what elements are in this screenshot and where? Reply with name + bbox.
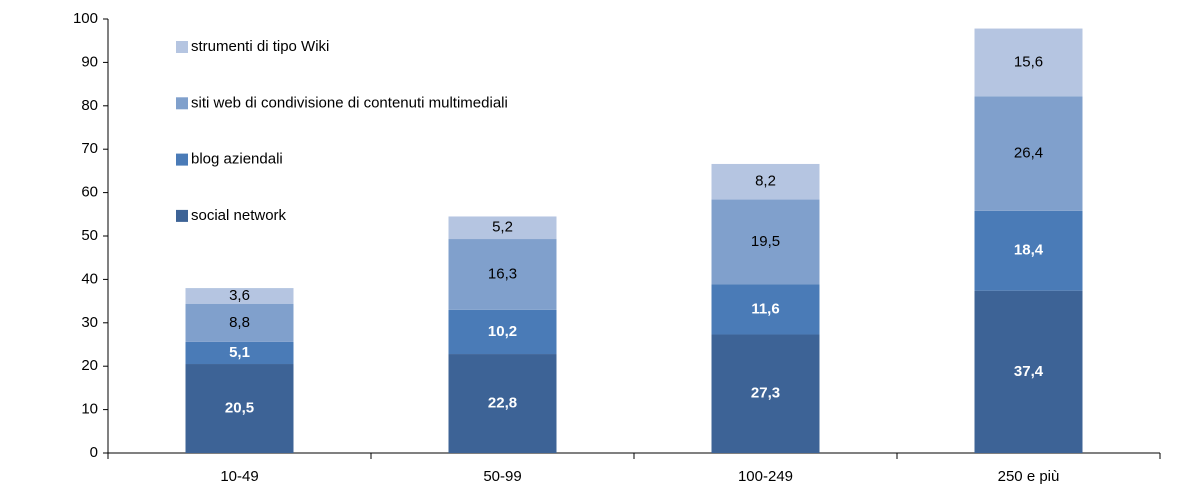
y-tick-label: 100 <box>73 10 98 27</box>
y-tick-label: 90 <box>81 53 98 70</box>
legend-swatch <box>176 97 188 110</box>
bar-segment <box>711 284 820 335</box>
y-tick-label: 20 <box>81 357 98 374</box>
bar-segment <box>974 96 1083 211</box>
y-tick-label: 10 <box>81 401 98 418</box>
x-tick-label: 10-49 <box>220 468 258 485</box>
value-label: 18,4 <box>1014 242 1044 259</box>
y-tick-label: 80 <box>81 97 98 114</box>
legend-swatch <box>176 209 188 222</box>
value-label: 26,4 <box>1014 145 1043 162</box>
bar-segment <box>185 303 294 342</box>
legend-swatch <box>176 41 188 53</box>
value-label: 22,8 <box>488 394 517 411</box>
value-label: 3,6 <box>229 287 250 304</box>
value-label: 8,2 <box>755 173 776 190</box>
value-label: 19,5 <box>751 233 780 250</box>
y-tick-label: 0 <box>90 444 98 461</box>
legend-label: strumenti di tipo Wiki <box>191 38 329 55</box>
value-label: 37,4 <box>1014 363 1044 380</box>
legend-swatch <box>176 153 188 166</box>
bar-segment <box>711 334 820 453</box>
legend-label: blog aziendali <box>191 151 283 168</box>
x-tick-label: 100-249 <box>738 468 793 485</box>
x-tick-label: 50-99 <box>483 468 521 485</box>
value-label: 10,2 <box>488 323 517 340</box>
value-label: 15,6 <box>1014 53 1043 70</box>
bar-segment <box>448 309 557 355</box>
value-label: 11,6 <box>751 300 779 317</box>
bar-segment <box>974 210 1083 291</box>
value-label: 16,3 <box>488 265 517 282</box>
y-tick-label: 60 <box>81 184 98 201</box>
bar-segment <box>448 216 557 240</box>
value-label: 5,2 <box>492 219 513 236</box>
bar-segment <box>185 288 294 304</box>
bar-segment <box>185 364 294 453</box>
legend-label: social network <box>191 207 287 224</box>
y-tick-label: 70 <box>81 140 98 157</box>
value-label: 8,8 <box>229 314 250 331</box>
y-tick-label: 50 <box>81 227 98 244</box>
bar-segment <box>448 354 557 453</box>
bar-segment <box>185 341 294 365</box>
y-tick-label: 30 <box>81 314 98 331</box>
bar-segment <box>974 290 1083 453</box>
bar-segment <box>974 28 1083 97</box>
bar-segment <box>448 239 557 310</box>
legend-label: siti web di condivisione di contenuti mu… <box>191 94 508 111</box>
y-tick-label: 40 <box>81 270 98 287</box>
bar-segment <box>711 163 820 200</box>
value-label: 5,1 <box>229 344 250 361</box>
x-tick-label: 250 e più <box>998 468 1060 485</box>
bar-segment <box>711 199 820 285</box>
value-label: 27,3 <box>751 385 780 402</box>
value-label: 20,5 <box>225 399 254 416</box>
